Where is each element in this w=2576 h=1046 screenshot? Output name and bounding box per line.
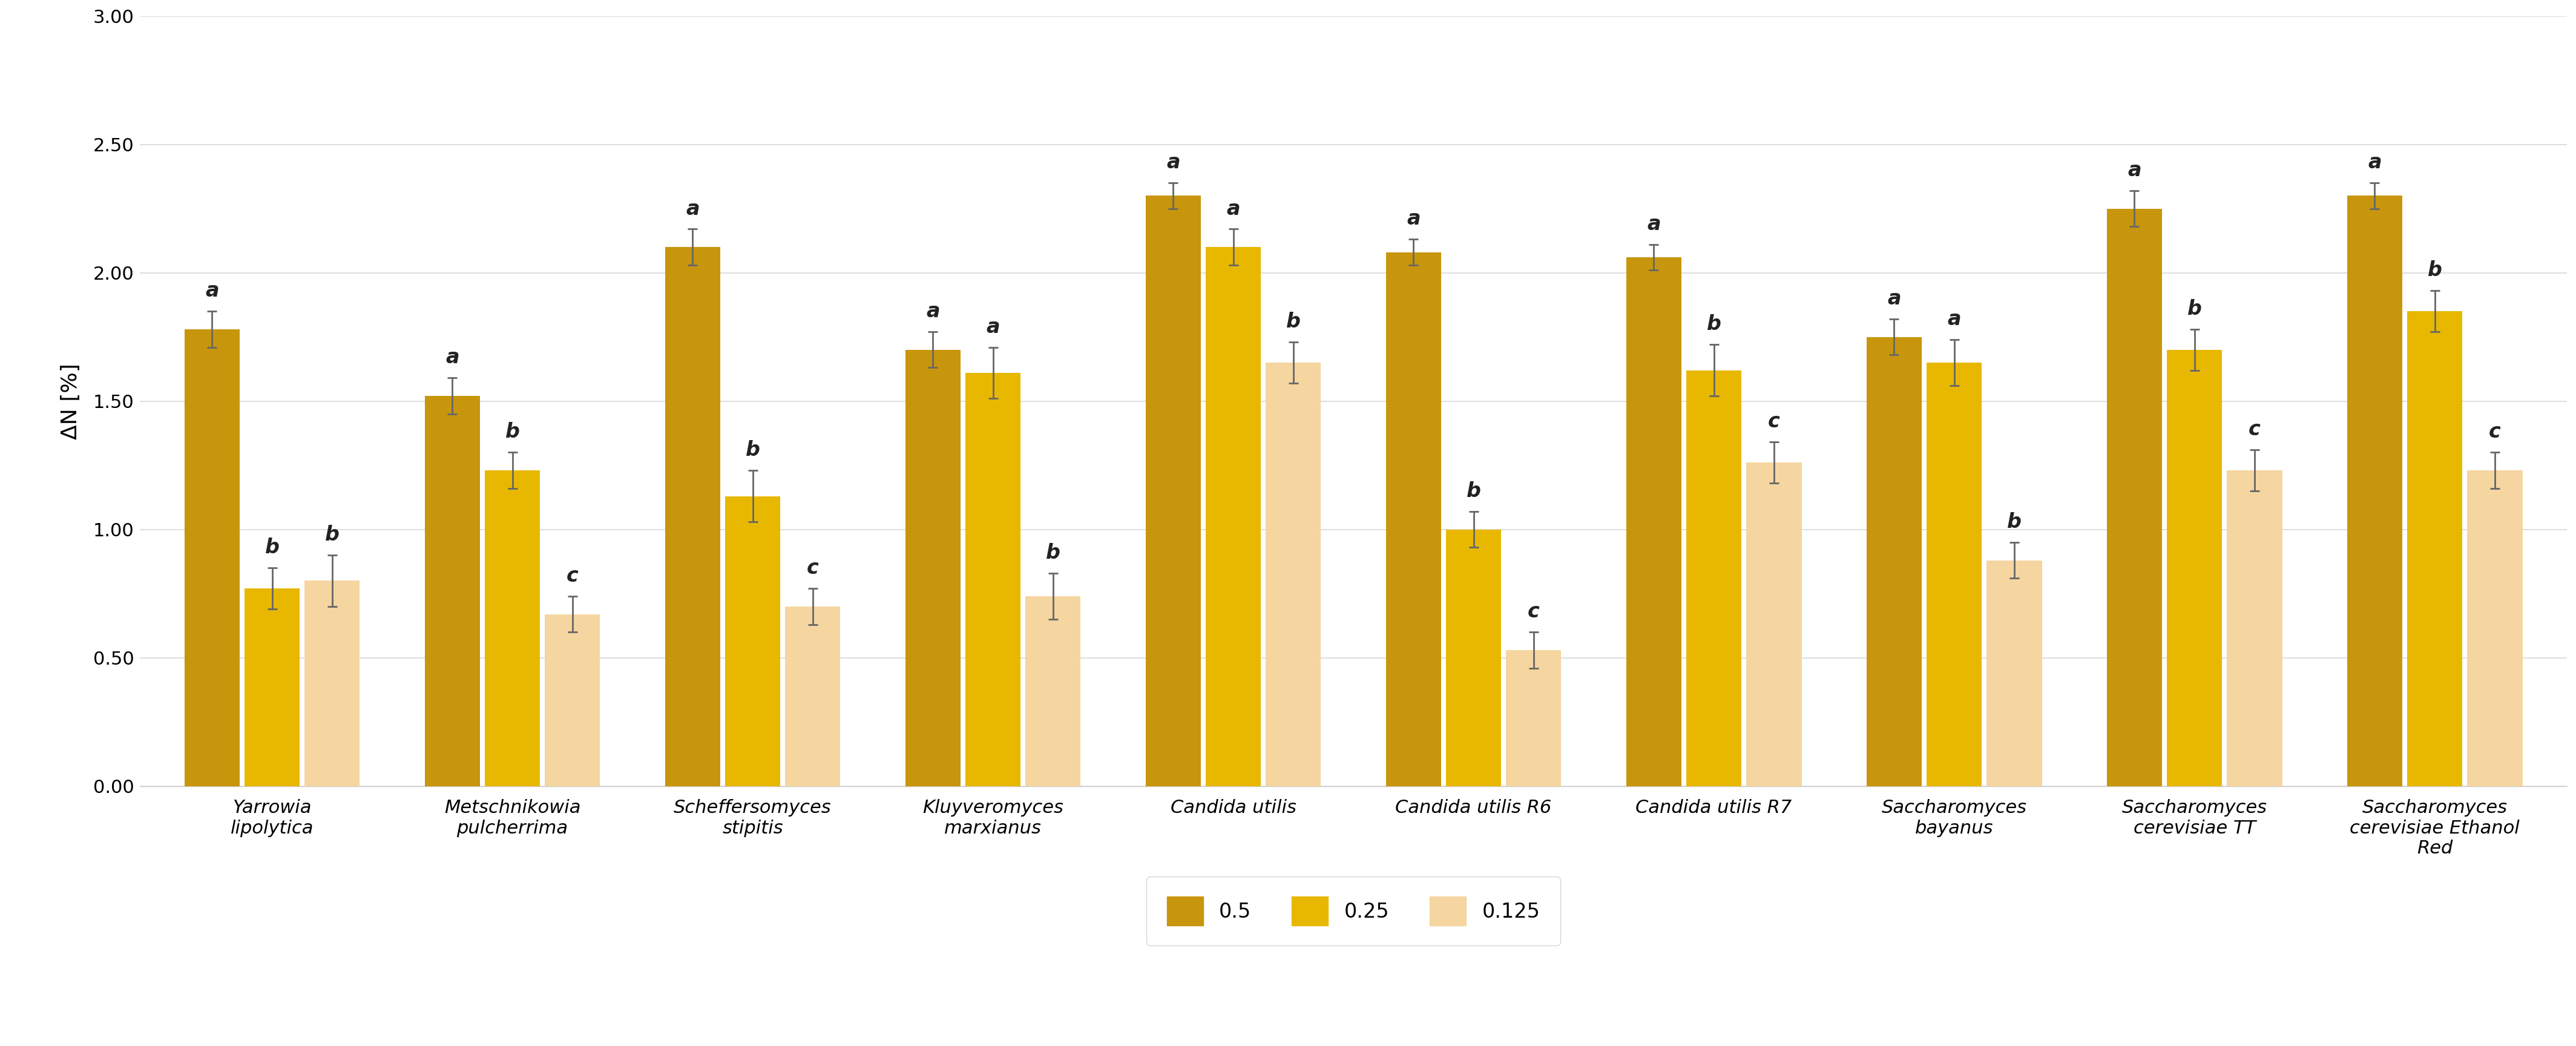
Bar xyxy=(544,614,600,787)
Bar xyxy=(1507,650,1561,787)
Text: b: b xyxy=(744,440,760,460)
Bar xyxy=(1445,529,1502,787)
Text: c: c xyxy=(1528,601,1540,622)
Bar xyxy=(2107,208,2161,787)
Text: b: b xyxy=(1466,481,1481,501)
Text: a: a xyxy=(1646,214,1662,234)
Bar xyxy=(2406,312,2463,787)
Text: c: c xyxy=(806,559,819,578)
Bar xyxy=(1687,370,1741,787)
Text: a: a xyxy=(1406,209,1419,229)
Bar xyxy=(2166,349,2223,787)
Bar xyxy=(1386,252,1440,787)
Bar xyxy=(2347,196,2403,787)
Bar xyxy=(1625,257,1682,787)
Bar xyxy=(1025,596,1082,787)
Bar xyxy=(1265,363,1321,787)
Text: b: b xyxy=(265,538,278,558)
Text: b: b xyxy=(505,423,520,442)
Bar xyxy=(484,471,541,787)
Text: a: a xyxy=(446,347,459,368)
Text: a: a xyxy=(2128,160,2141,180)
Bar xyxy=(1747,462,1801,787)
Text: b: b xyxy=(1708,315,1721,335)
Text: a: a xyxy=(987,317,999,337)
Text: a: a xyxy=(1167,153,1180,173)
Bar xyxy=(185,329,240,787)
Bar xyxy=(1986,561,2043,787)
Bar xyxy=(2468,471,2522,787)
Bar xyxy=(304,581,361,787)
Text: a: a xyxy=(685,199,701,219)
Bar xyxy=(2226,471,2282,787)
Text: b: b xyxy=(325,525,340,545)
Bar xyxy=(1206,247,1260,787)
Text: a: a xyxy=(2367,153,2380,173)
Text: c: c xyxy=(2488,423,2501,442)
Text: b: b xyxy=(2007,513,2022,532)
Bar xyxy=(786,607,840,787)
Text: c: c xyxy=(1767,412,1780,432)
Bar xyxy=(1927,363,1981,787)
Text: a: a xyxy=(927,301,940,321)
Bar xyxy=(1146,196,1200,787)
Text: a: a xyxy=(1888,289,1901,309)
Bar xyxy=(665,247,721,787)
Bar xyxy=(425,396,479,787)
Text: b: b xyxy=(1285,312,1301,332)
Bar xyxy=(245,589,299,787)
Bar xyxy=(724,496,781,787)
Text: a: a xyxy=(206,281,219,301)
Bar xyxy=(1868,337,1922,787)
Legend: 0.5, 0.25, 0.125: 0.5, 0.25, 0.125 xyxy=(1146,877,1561,946)
Text: a: a xyxy=(1947,310,1960,329)
Text: b: b xyxy=(1046,543,1061,563)
Y-axis label: ΔN [%]: ΔN [%] xyxy=(62,363,82,439)
Text: b: b xyxy=(2427,260,2442,280)
Text: c: c xyxy=(2249,419,2262,439)
Text: b: b xyxy=(2187,299,2202,319)
Bar xyxy=(966,372,1020,787)
Text: a: a xyxy=(1226,199,1239,219)
Text: c: c xyxy=(567,566,580,586)
Bar xyxy=(904,349,961,787)
